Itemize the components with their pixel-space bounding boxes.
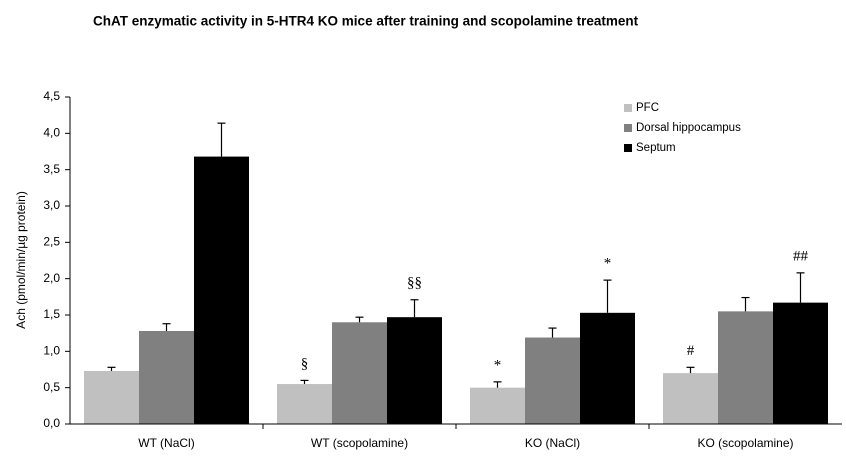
- y-tick-label: 4,5: [43, 89, 60, 103]
- annotation: §§: [407, 275, 422, 291]
- bar: [387, 317, 442, 424]
- bar: [139, 330, 194, 424]
- chart-title: ChAT enzymatic activity in 5-HTR4 KO mic…: [93, 14, 639, 29]
- x-tick-label: KO (scopolamine): [697, 436, 793, 450]
- bar: [718, 311, 773, 424]
- y-tick-label: 3,5: [43, 162, 60, 176]
- bar: [194, 156, 249, 424]
- x-tick-label: WT (NaCl): [138, 436, 194, 450]
- legend-label: PFC: [636, 102, 659, 114]
- annotation: *: [494, 357, 502, 373]
- y-axis-label: Ach (pmol/min/µg protein): [14, 191, 28, 329]
- y-tick-label: 2,5: [43, 235, 60, 249]
- bar: [84, 370, 139, 424]
- legend-swatch: [624, 124, 632, 132]
- annotation: *: [604, 256, 612, 272]
- bar: [580, 312, 635, 424]
- y-tick-label: 0,0: [43, 416, 60, 430]
- legend-label: Septum: [636, 142, 676, 154]
- x-tick-label: KO (NaCl): [525, 436, 580, 450]
- bar: [773, 302, 828, 424]
- legend-label: Dorsal hippocampus: [636, 122, 741, 134]
- bar: [332, 322, 387, 424]
- bar: [277, 384, 332, 424]
- annotation: §: [301, 356, 309, 372]
- x-tick-label: WT (scopolamine): [311, 436, 408, 450]
- annotation: #: [687, 343, 695, 359]
- y-tick-label: 3,0: [43, 198, 60, 212]
- bar: [470, 387, 525, 424]
- y-tick-label: 1,0: [43, 344, 60, 358]
- y-tick-label: 2,0: [43, 271, 60, 285]
- legend-swatch: [624, 104, 632, 112]
- y-tick-label: 1,5: [43, 307, 60, 321]
- bar: [663, 373, 718, 424]
- y-tick-label: 0,5: [43, 380, 60, 394]
- y-tick-label: 4,0: [43, 126, 60, 140]
- legend-swatch: [624, 144, 632, 152]
- bar: [525, 337, 580, 424]
- annotation: ##: [793, 248, 809, 264]
